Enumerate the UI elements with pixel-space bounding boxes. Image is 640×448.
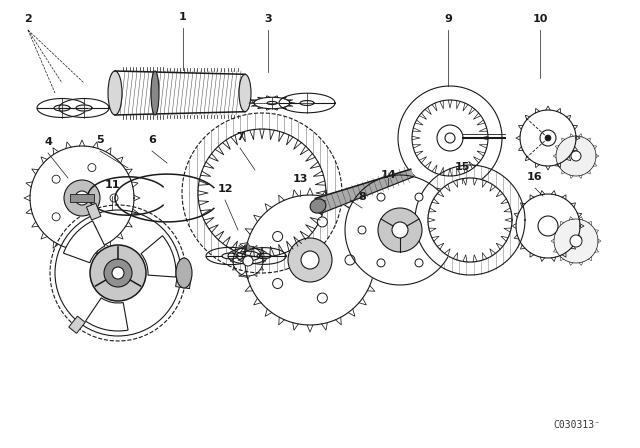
Polygon shape [428, 178, 512, 262]
Circle shape [110, 194, 118, 202]
Polygon shape [59, 99, 109, 117]
Polygon shape [54, 105, 70, 111]
Circle shape [243, 256, 253, 266]
Circle shape [52, 175, 60, 183]
Text: 8: 8 [358, 192, 366, 202]
Polygon shape [236, 251, 260, 261]
Bar [70, 194, 94, 202]
Circle shape [273, 279, 283, 289]
Text: 2: 2 [24, 14, 32, 24]
Text: 13: 13 [292, 174, 308, 184]
Text: 10: 10 [532, 14, 548, 24]
Polygon shape [30, 146, 134, 250]
Polygon shape [222, 253, 238, 259]
Text: 11: 11 [104, 180, 120, 190]
Circle shape [90, 245, 146, 301]
Text: C030313⁻: C030313⁻ [553, 420, 600, 430]
Wedge shape [63, 221, 105, 263]
Polygon shape [245, 195, 375, 325]
Circle shape [378, 208, 422, 252]
Text: 6: 6 [148, 135, 156, 145]
Circle shape [88, 224, 96, 233]
Polygon shape [520, 110, 576, 166]
Polygon shape [37, 99, 87, 117]
Polygon shape [398, 86, 502, 190]
Circle shape [88, 164, 96, 172]
Circle shape [273, 232, 283, 241]
Circle shape [75, 191, 89, 205]
Circle shape [301, 251, 319, 269]
Polygon shape [198, 129, 326, 257]
Circle shape [434, 226, 442, 234]
Circle shape [345, 255, 355, 265]
Circle shape [437, 125, 463, 151]
Polygon shape [76, 105, 92, 111]
Bar [68, 316, 85, 333]
Polygon shape [516, 194, 580, 258]
Circle shape [52, 213, 60, 221]
Circle shape [570, 235, 582, 247]
Polygon shape [300, 100, 314, 105]
Circle shape [317, 217, 328, 227]
Ellipse shape [310, 199, 326, 213]
Circle shape [540, 130, 556, 146]
Text: 4: 4 [44, 137, 52, 147]
Polygon shape [206, 247, 254, 265]
Text: 16: 16 [527, 172, 543, 182]
Ellipse shape [151, 71, 159, 115]
Circle shape [288, 238, 332, 282]
Circle shape [545, 135, 551, 141]
Polygon shape [556, 136, 596, 176]
Polygon shape [345, 175, 455, 285]
Circle shape [415, 193, 423, 201]
Text: 12: 12 [217, 184, 233, 194]
Polygon shape [242, 248, 286, 264]
Ellipse shape [176, 258, 192, 288]
Bar [175, 277, 191, 289]
Circle shape [377, 259, 385, 267]
Text: 1: 1 [179, 12, 187, 22]
Circle shape [571, 151, 581, 161]
Ellipse shape [239, 74, 251, 112]
Text: 14: 14 [380, 170, 396, 180]
Text: 3: 3 [264, 14, 272, 24]
Polygon shape [228, 248, 268, 264]
Circle shape [392, 222, 408, 238]
Text: 9: 9 [444, 14, 452, 24]
Polygon shape [554, 219, 598, 263]
Circle shape [415, 259, 423, 267]
Polygon shape [233, 246, 263, 276]
Ellipse shape [108, 71, 122, 115]
Wedge shape [141, 236, 176, 277]
Text: 7: 7 [236, 132, 244, 142]
Polygon shape [415, 165, 525, 275]
Text: 15: 15 [454, 162, 470, 172]
Circle shape [358, 226, 366, 234]
Bar [86, 203, 101, 220]
Circle shape [538, 216, 558, 236]
Circle shape [64, 180, 100, 216]
Polygon shape [257, 253, 271, 258]
Wedge shape [86, 298, 128, 331]
Polygon shape [316, 169, 413, 214]
Circle shape [317, 293, 328, 303]
Circle shape [112, 267, 124, 279]
Circle shape [104, 259, 132, 287]
Circle shape [377, 193, 385, 201]
Text: 5: 5 [96, 135, 104, 145]
Polygon shape [279, 93, 335, 113]
